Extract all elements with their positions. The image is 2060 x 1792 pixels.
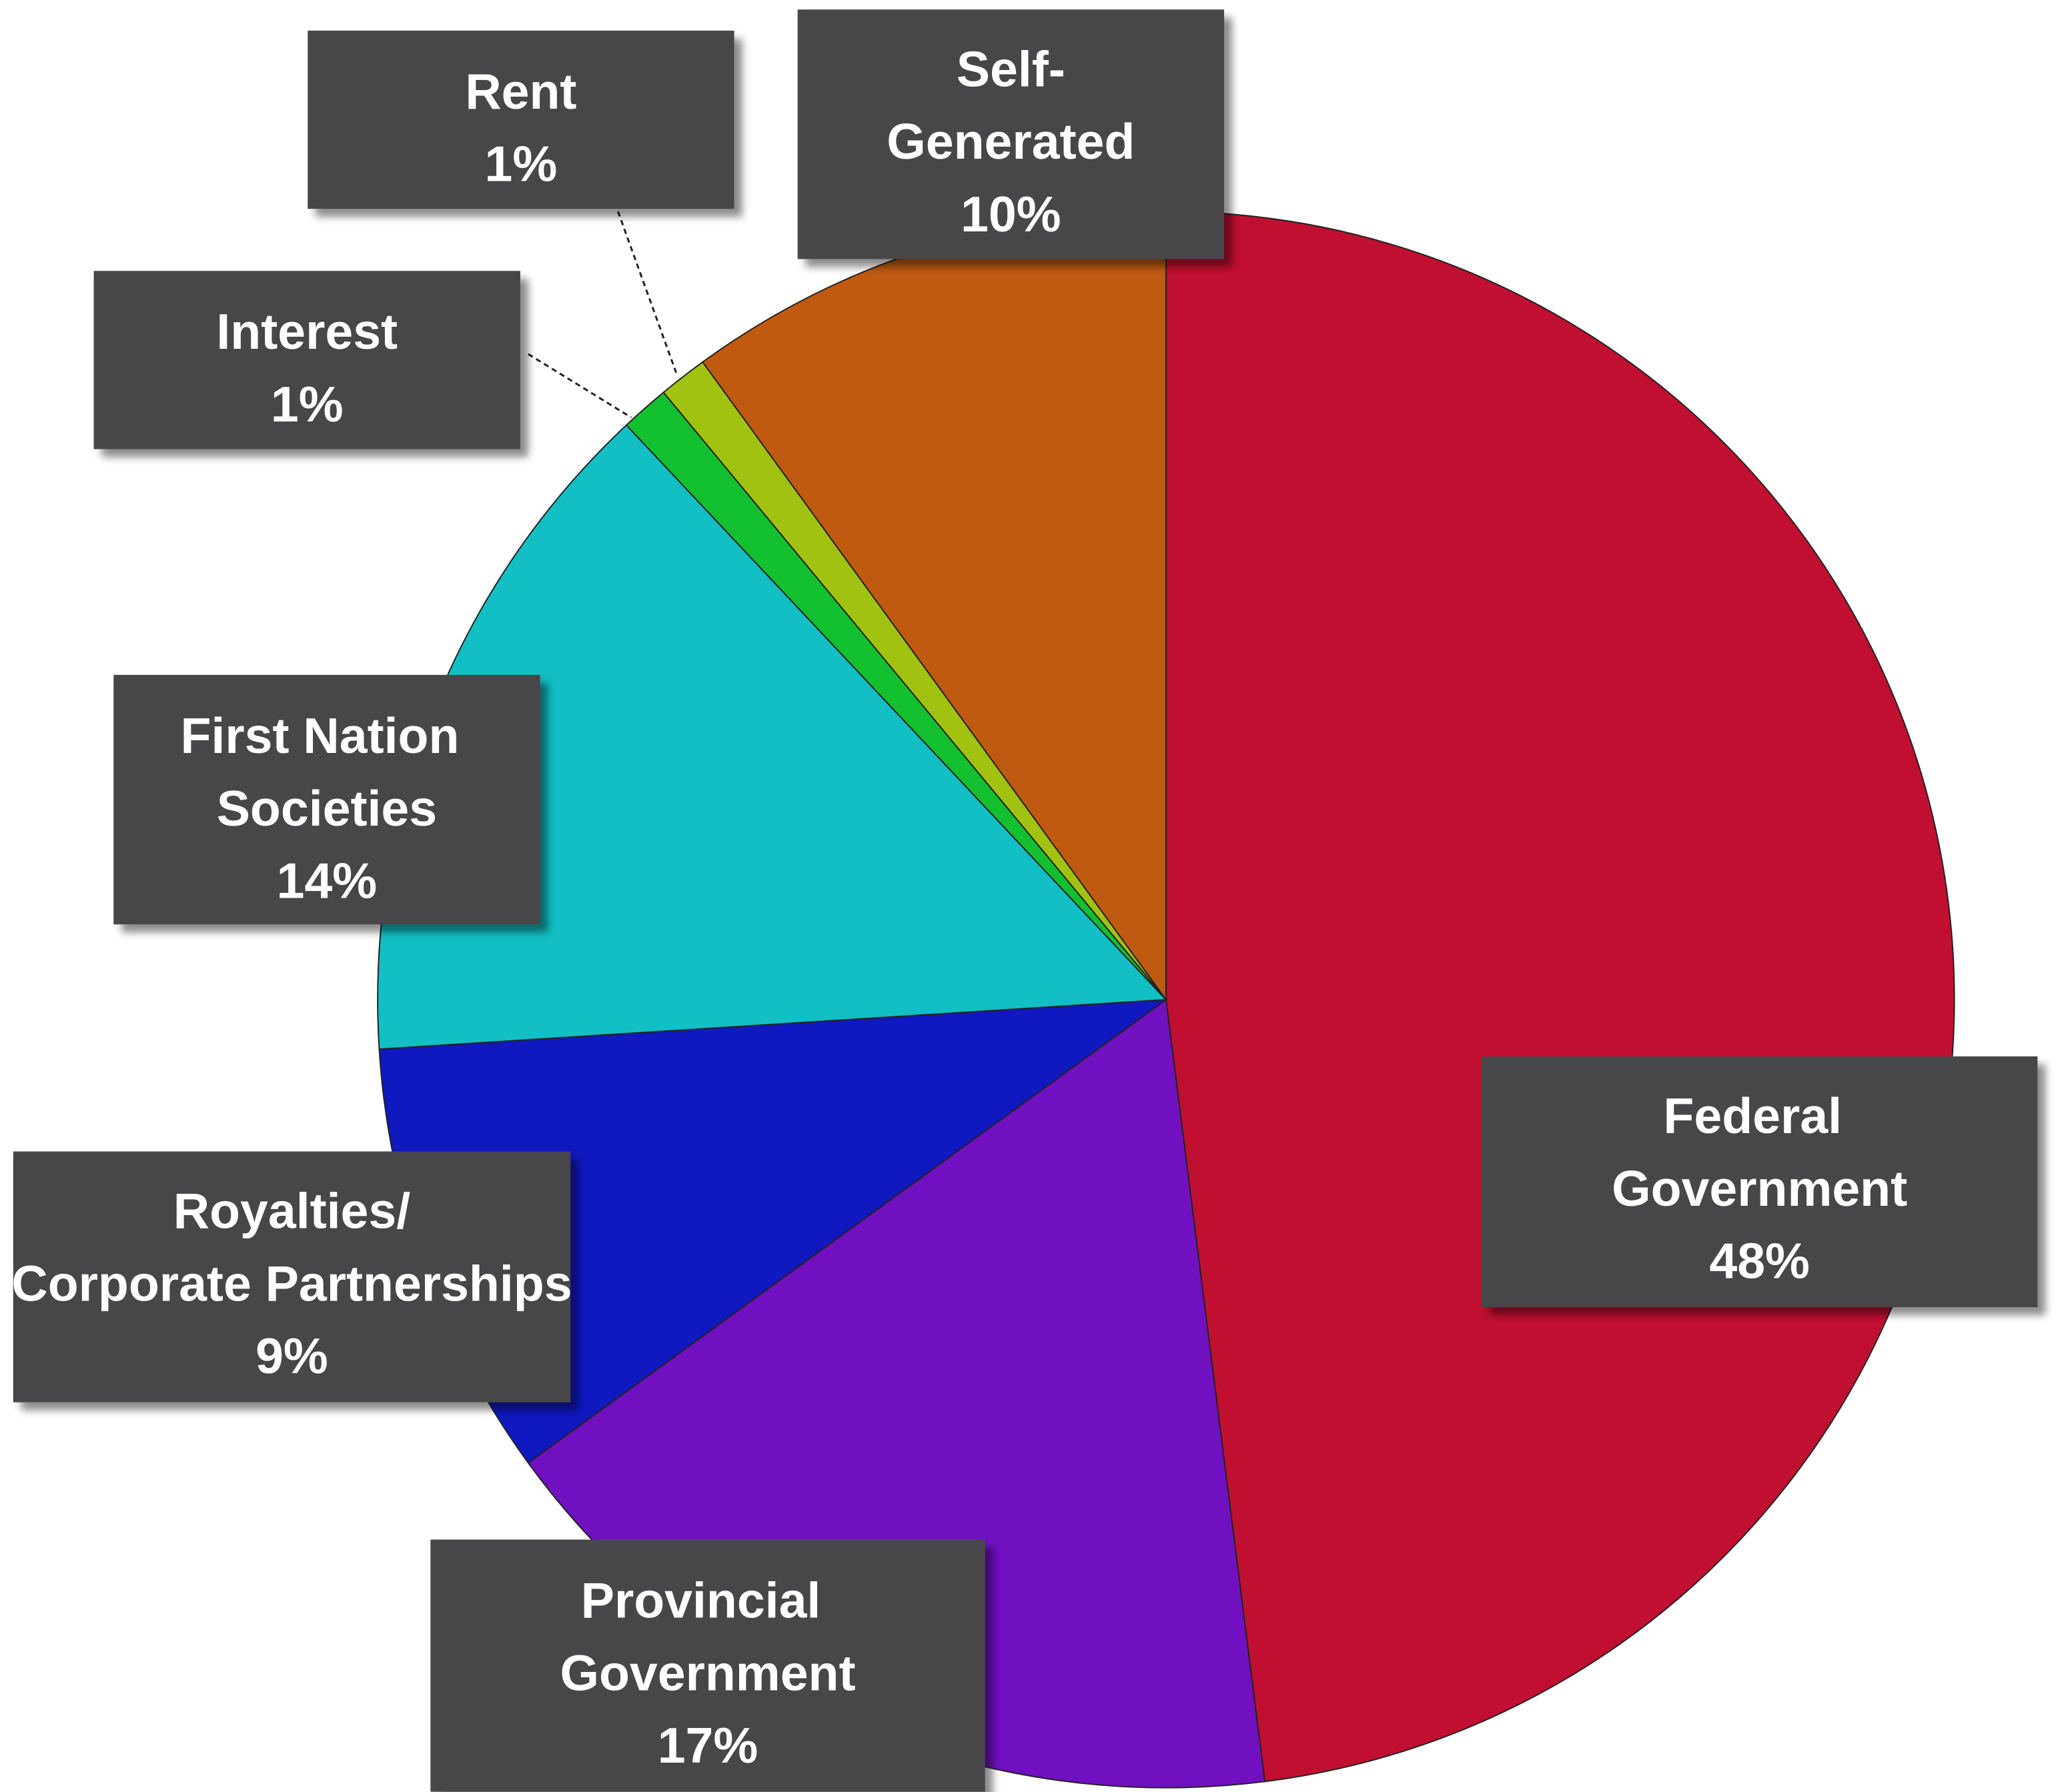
- label-line: Royalties/: [173, 1182, 410, 1238]
- pie-slice: [1166, 211, 1955, 1781]
- page: {"chart_data": {"type": "pie", "categori…: [0, 0, 2060, 1792]
- label-line: Corporate Partnerships: [11, 1255, 572, 1311]
- value-label: 48%: [1709, 1233, 1810, 1289]
- chart: Federal Government 48% Provincial Governme…: [0, 0, 2060, 1792]
- label-line: Societies: [217, 780, 437, 836]
- category-label: Interest: [216, 303, 398, 359]
- label-line: Rent: [465, 63, 576, 119]
- label-line: Provincial: [581, 1572, 835, 1628]
- label-line: First Nation: [181, 708, 474, 764]
- label-line: Generated: [887, 113, 1135, 169]
- label-line: Federal: [1663, 1088, 1855, 1144]
- value-label: 1%: [271, 376, 344, 432]
- label-line: Interest: [216, 303, 398, 359]
- value-label: 9%: [255, 1328, 328, 1384]
- label-line: Government: [1612, 1160, 1907, 1216]
- label-line: Government: [560, 1645, 855, 1701]
- value-label: 1%: [485, 136, 558, 192]
- value-label: 17%: [658, 1717, 758, 1773]
- value-label: 14%: [277, 853, 378, 909]
- leader-line: [528, 354, 631, 417]
- value-label: 10%: [961, 186, 1061, 242]
- category-label: Rent: [465, 63, 576, 119]
- label-line: Self-: [957, 41, 1065, 97]
- leader-line: [618, 211, 676, 372]
